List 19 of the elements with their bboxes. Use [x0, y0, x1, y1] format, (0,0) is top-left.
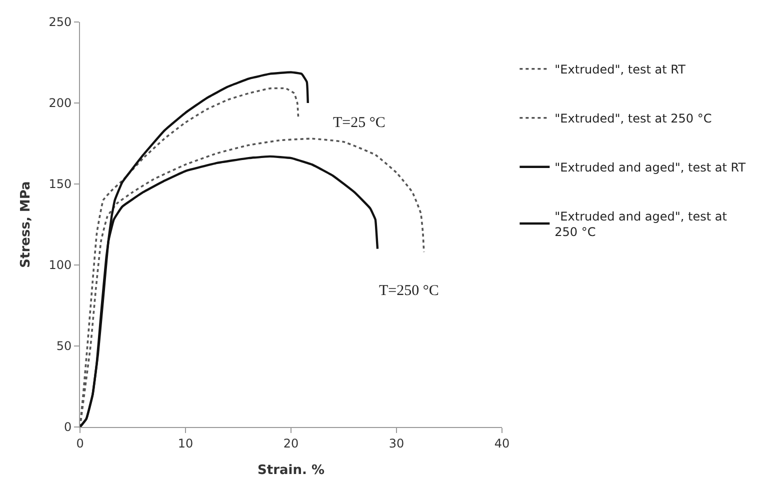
y-tick-label: 150: [48, 177, 72, 192]
x-tick-label: 0: [76, 436, 84, 450]
x-tick-label: 20: [283, 436, 299, 450]
x-tick-label: 10: [178, 436, 194, 450]
y-tick-label: 0: [64, 420, 72, 434]
y-tick-label: 100: [48, 258, 72, 272]
annotation: T=25 °C: [333, 115, 386, 131]
y-tick-label: 250: [48, 15, 72, 30]
y-tick-label: 50: [56, 339, 72, 354]
legend-label: "Extruded and aged", test at RT: [554, 160, 746, 175]
y-tick-label: 200: [48, 96, 72, 110]
legend-label: "Extruded", test at 250 °C: [554, 112, 712, 126]
y-axis-title: Stress, MPa: [18, 181, 34, 268]
x-tick-label: 40: [494, 436, 510, 450]
annotation: T=250 °C: [379, 283, 439, 299]
legend-label: "Extruded", test at RT: [554, 62, 686, 77]
legend-label: "Extruded and aged", test at 250 °C: [554, 209, 728, 239]
x-axis-title: Strain. %: [258, 463, 324, 478]
x-tick-label: 30: [388, 436, 404, 450]
